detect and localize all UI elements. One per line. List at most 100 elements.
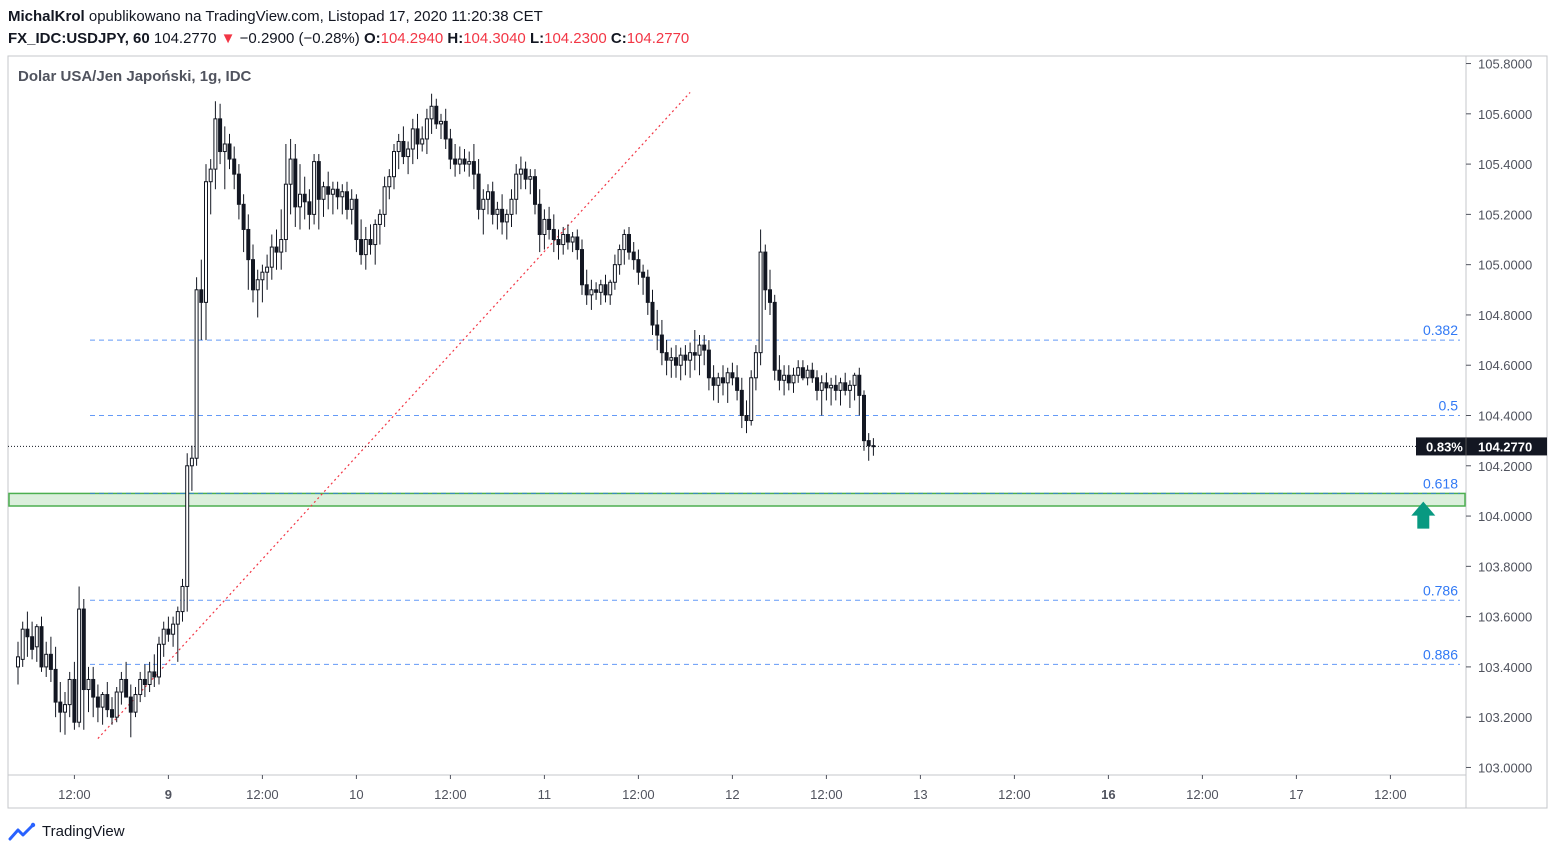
candle-body: [213, 118, 218, 170]
candle-body: [589, 289, 594, 296]
candle: [829, 377, 834, 406]
candle: [189, 445, 194, 491]
open-label: O:: [363, 30, 381, 47]
candle-body: [584, 284, 589, 296]
candle-body: [655, 324, 660, 336]
candle-body: [598, 284, 603, 293]
candle: [580, 239, 584, 295]
candle: [283, 143, 288, 253]
candle-body: [401, 140, 406, 158]
candle-body: [142, 678, 147, 685]
candle-body: [847, 384, 852, 391]
candle: [429, 93, 434, 134]
candle-body: [330, 188, 335, 195]
candle: [800, 360, 805, 381]
candle-body: [48, 653, 53, 670]
candle: [208, 159, 213, 215]
candle: [862, 390, 866, 451]
candle: [77, 586, 82, 728]
candle-body: [561, 233, 566, 246]
candle: [326, 171, 331, 210]
candle: [763, 244, 768, 310]
x-tick-label: 12:00: [246, 787, 279, 802]
candle: [669, 347, 674, 378]
published-info: opublikowano na TradingView.com, Listopa…: [88, 8, 543, 25]
candle-body: [171, 623, 176, 635]
candle-body: [166, 628, 171, 635]
candle-body: [669, 357, 674, 361]
low-label: L:: [529, 30, 545, 47]
candle: [86, 666, 91, 713]
candle-body: [175, 611, 180, 625]
candle: [570, 231, 575, 253]
candle-body: [363, 239, 368, 256]
candle-body: [763, 251, 768, 291]
y-tick-label: 104.0000: [1478, 509, 1532, 524]
candle-body: [514, 173, 519, 200]
candle: [147, 661, 152, 693]
candle: [81, 599, 86, 730]
candle-body: [321, 186, 326, 200]
fib-level-label: 0.618: [1423, 475, 1458, 491]
candle: [91, 666, 96, 718]
candle-body: [34, 626, 39, 648]
candle: [584, 269, 589, 305]
candle-body: [697, 344, 702, 356]
candle: [547, 206, 552, 240]
candle: [67, 671, 72, 718]
candle-body: [518, 168, 523, 175]
candle: [664, 340, 669, 376]
candle-body: [453, 158, 458, 165]
candle: [556, 229, 561, 260]
candle: [218, 103, 223, 165]
candle: [335, 181, 340, 210]
candle: [401, 126, 406, 165]
candle-body: [81, 608, 86, 691]
chart-header: MichalKrol opublikowano na TradingView.c…: [8, 6, 1548, 50]
candle-body: [133, 694, 138, 713]
candle-body: [838, 382, 843, 391]
tradingview-footer: TradingView: [8, 820, 125, 844]
candle-body: [410, 128, 415, 150]
x-tick-label: 17: [1289, 787, 1303, 802]
candle: [185, 453, 190, 612]
current-price-label: 104.2770: [1478, 439, 1532, 454]
candle-body: [725, 372, 730, 384]
candle-body: [556, 239, 561, 246]
candle-body: [406, 148, 411, 158]
candle-body: [439, 120, 443, 125]
candle: [119, 671, 124, 705]
candle-body: [279, 239, 284, 253]
candle: [678, 347, 683, 381]
candle: [467, 151, 472, 177]
author-name[interactable]: MichalKrol: [8, 8, 85, 25]
candle-body: [810, 369, 815, 379]
tradingview-brand[interactable]: TradingView: [42, 823, 125, 840]
close-value: 104.2770: [626, 30, 690, 47]
candle: [683, 345, 688, 376]
candle: [772, 294, 777, 381]
candle: [448, 128, 453, 170]
candle-body: [359, 239, 364, 256]
time-axis: [7, 774, 1467, 809]
candle-body: [777, 369, 782, 381]
candle-body: [434, 105, 439, 125]
symbol-name[interactable]: FX_IDC:USDJPY, 60: [8, 30, 150, 47]
candle-body: [636, 259, 641, 273]
candle-body: [25, 628, 30, 638]
candle-body: [157, 643, 161, 678]
candle-body: [674, 357, 678, 366]
open-value: 104.2940: [380, 30, 444, 47]
candle-body: [283, 183, 288, 241]
low-value: 104.2300: [544, 30, 607, 47]
candle: [439, 113, 443, 139]
candle: [213, 101, 218, 190]
candle-body: [603, 284, 608, 296]
candle: [749, 370, 754, 426]
candle: [307, 189, 312, 230]
candle-body: [227, 143, 232, 160]
candle-body: [551, 228, 556, 241]
candle: [246, 214, 251, 290]
candlestick-chart[interactable]: Dolar USA/Jen Japoński, 1g, IDC 105.8000 1…: [0, 0, 1553, 812]
candle: [95, 684, 100, 723]
